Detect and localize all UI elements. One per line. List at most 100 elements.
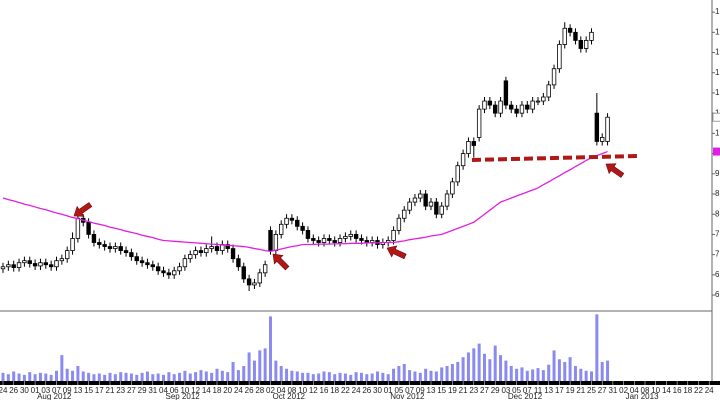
month-label: Jan 2013 [626, 392, 659, 400]
x-tick-label: 21 [459, 386, 468, 395]
x-tick-label: 31 [608, 386, 617, 395]
x-tick-label: 04 [630, 386, 639, 395]
candle-body [487, 100, 493, 106]
x-tick-label: 28 [255, 386, 264, 395]
candle-body [188, 254, 193, 260]
volume-bar [573, 366, 577, 381]
x-tick-label: 21 [106, 386, 115, 395]
volume-bar [199, 370, 203, 381]
candle-body [316, 240, 321, 243]
volume-bar [295, 371, 299, 381]
x-tick-label: 14 [202, 386, 211, 395]
month-label: Sep 2012 [166, 392, 201, 400]
volume-bar [509, 366, 513, 381]
volume-bar [584, 370, 588, 381]
arrow [272, 253, 290, 271]
candle-body [402, 209, 407, 219]
volume-bar [44, 373, 48, 381]
volume-bar [466, 352, 470, 381]
volume-bar [17, 373, 21, 381]
volume-bar [306, 372, 310, 381]
volume-bar [563, 361, 567, 381]
volume-bar [311, 374, 315, 381]
candle-body [204, 248, 209, 254]
x-tick-label: 03 [501, 386, 510, 395]
candle-body [38, 262, 43, 267]
volume-bar [242, 366, 246, 381]
x-tick-label: 30 [373, 386, 382, 395]
candle-body [225, 244, 230, 249]
x-tick-label: 16 [673, 386, 682, 395]
candle-body [161, 270, 166, 274]
volume-bar [359, 372, 363, 381]
volume-bar [327, 372, 331, 381]
volume-bar [456, 361, 460, 381]
volume-bar [247, 352, 251, 381]
candle-body [503, 80, 509, 106]
x-tick-label: 08 [641, 386, 650, 395]
volume-bar [252, 360, 256, 381]
x-tick-label: 07 [405, 386, 414, 395]
volume-bar [279, 366, 283, 381]
candle-body [48, 264, 54, 268]
candle-body [434, 201, 439, 215]
x-tick-label: 14 [662, 386, 671, 395]
candle-body [11, 264, 16, 268]
candle-body [359, 238, 364, 241]
candle-body [284, 217, 289, 225]
x-tick-label: 26 [362, 386, 371, 395]
volume-bar [493, 345, 497, 381]
volume-bar [33, 374, 37, 381]
x-tick-label: 01 [384, 386, 393, 395]
candle-body [466, 141, 471, 154]
y-tick-label: 1 [715, 88, 720, 97]
volume-bar [499, 355, 503, 381]
x-tick-label: 15 [437, 386, 446, 395]
candle-body [22, 260, 27, 264]
volume-bar [269, 316, 272, 381]
volume-bar [557, 359, 561, 381]
y-tick-label: 8 [715, 189, 720, 198]
volume-bar [445, 366, 449, 381]
y-tick-label: 1 [715, 48, 720, 57]
volume-bar [145, 371, 149, 381]
volume-bar [60, 355, 64, 381]
arrow [605, 163, 625, 178]
candle-body [150, 264, 155, 268]
candle-body [562, 27, 567, 45]
x-tick-label: 17 [95, 386, 104, 395]
volume-bar [317, 373, 321, 381]
x-tick-label: 18 [683, 386, 692, 395]
x-tick-label: 22 [341, 386, 350, 395]
candle-body [86, 221, 91, 235]
volume-bar [258, 350, 262, 381]
y-tick-label: 1 [715, 128, 720, 137]
volume-bar [263, 348, 267, 381]
candle-body [460, 153, 466, 167]
x-tick-label: 05 [512, 386, 521, 395]
candle-body [273, 234, 279, 251]
x-tick-label: 17 [555, 386, 564, 395]
marks: 66778899111111124263001Aug 2012030709131… [0, 7, 720, 400]
x-tick-label: 19 [566, 386, 575, 395]
candle-body [32, 263, 38, 267]
candle-body [75, 217, 81, 239]
volume-bar [124, 372, 128, 381]
x-tick-label: 18 [213, 386, 222, 395]
candle-body [65, 250, 70, 260]
volume-bar [595, 314, 599, 381]
x-tick-label: 24 [705, 386, 714, 395]
candle-body [102, 244, 107, 247]
candle-body [343, 236, 348, 239]
candle-body [113, 246, 118, 249]
candle-body [91, 234, 97, 243]
candle-body [583, 40, 589, 49]
volume-bar [119, 372, 123, 381]
volume-bar [215, 368, 219, 381]
volume-bar [167, 372, 171, 381]
candle-body [471, 141, 476, 146]
last-price-marker [712, 112, 720, 122]
candle-body [16, 262, 22, 268]
candle-body [423, 193, 428, 207]
candle-body [594, 112, 600, 142]
